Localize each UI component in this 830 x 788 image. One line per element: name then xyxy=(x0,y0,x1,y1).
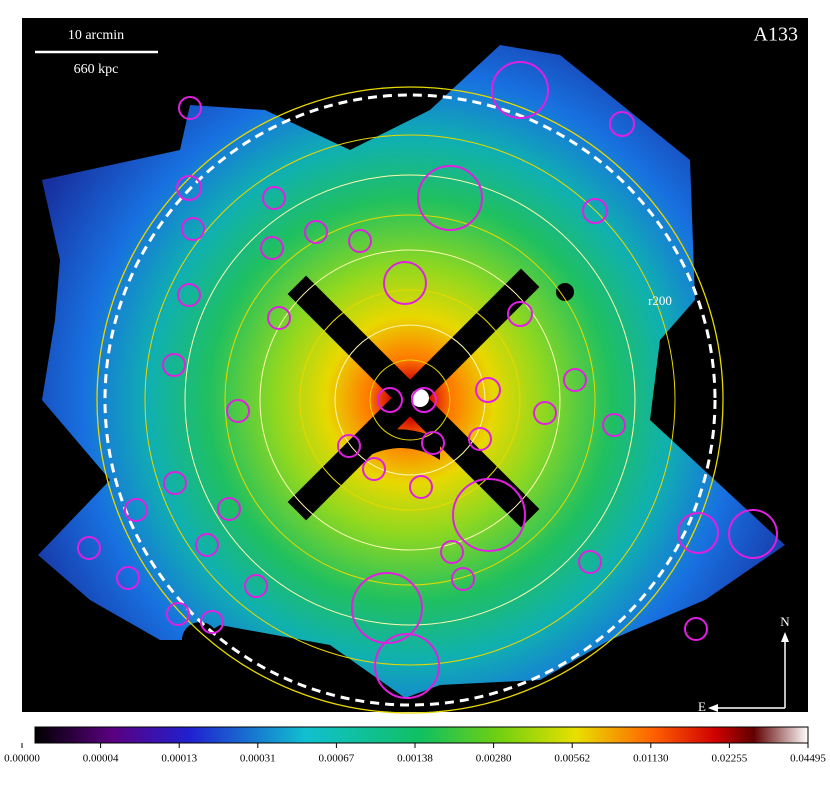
east-label: E xyxy=(698,699,706,714)
source-region xyxy=(304,220,328,244)
source-region xyxy=(337,434,361,458)
source-region xyxy=(260,236,284,260)
source-region xyxy=(162,353,186,377)
source-region xyxy=(374,633,440,699)
source-region xyxy=(181,217,205,241)
source-region xyxy=(124,498,148,522)
source-region xyxy=(533,401,557,425)
source-region xyxy=(362,457,386,481)
source-region xyxy=(421,431,445,455)
source-region xyxy=(578,550,602,574)
source-region xyxy=(507,301,533,327)
colorbar-tick-label: 0.02255 xyxy=(712,753,748,765)
source-region xyxy=(116,566,140,590)
source-region xyxy=(351,572,423,644)
source-region xyxy=(348,229,372,253)
annulus xyxy=(299,289,521,511)
r200-circle xyxy=(103,93,717,707)
source-region xyxy=(468,427,492,451)
source-region xyxy=(409,475,433,499)
north-label: N xyxy=(780,614,790,629)
core xyxy=(411,389,429,407)
colorbar-tick-label: 0.00562 xyxy=(554,753,590,765)
north-arrowhead xyxy=(781,632,789,642)
source-region xyxy=(166,602,190,626)
source-region xyxy=(491,61,549,119)
source-region xyxy=(452,478,526,552)
source-region xyxy=(267,306,291,330)
source-region xyxy=(609,111,635,137)
annuli xyxy=(144,134,676,666)
outer-circle xyxy=(96,86,724,714)
east-arrowhead xyxy=(708,704,718,712)
colorbar-tick-label: 0.00000 xyxy=(4,753,40,765)
colorbar xyxy=(34,726,809,744)
source-region xyxy=(226,399,250,423)
source-region xyxy=(176,175,202,201)
source-region xyxy=(475,377,501,403)
source-region xyxy=(77,536,101,560)
source-region xyxy=(440,540,464,564)
source-region xyxy=(451,567,475,591)
colorbar-tick-label: 0.00031 xyxy=(240,753,276,765)
annulus xyxy=(184,174,636,626)
source-region xyxy=(383,261,427,305)
annulus xyxy=(259,249,561,551)
annulus xyxy=(334,324,486,476)
source-region xyxy=(217,497,241,521)
colorbar-ticks: 0.00000 0.00004 0.00013 0.00031 0.00067 0.001… xyxy=(4,743,826,765)
colorbar-tick-label: 0.01130 xyxy=(633,753,669,765)
source-region xyxy=(244,574,268,598)
annulus xyxy=(144,134,676,666)
annulus xyxy=(224,214,596,586)
source-region xyxy=(177,283,201,307)
source-region xyxy=(377,387,403,413)
source-region xyxy=(728,509,778,559)
source-region xyxy=(262,186,286,210)
source-region xyxy=(200,610,224,634)
point-sources xyxy=(77,61,778,699)
colorbar-tick-label: 0.00280 xyxy=(476,753,512,765)
source-region xyxy=(411,387,437,413)
source-region xyxy=(417,165,483,231)
source-region xyxy=(195,533,219,557)
radius-label: r200 xyxy=(648,293,672,308)
scale-physical: 660 kpc xyxy=(74,62,119,77)
source-region xyxy=(684,617,708,641)
colorbar-tick-label: 0.04495 xyxy=(790,753,826,765)
source-region xyxy=(677,512,719,554)
source-region xyxy=(163,471,187,495)
scale-angular: 10 arcmin xyxy=(68,28,124,43)
mosaic xyxy=(38,45,785,698)
colorbar-tick-label: 0.00138 xyxy=(397,753,433,765)
colorbar-tick-label: 0.00004 xyxy=(83,753,119,765)
source-region xyxy=(602,413,626,437)
annulus xyxy=(369,359,451,441)
cluster-label: A133 xyxy=(754,24,798,46)
source-region xyxy=(563,368,587,392)
source-region xyxy=(178,96,202,120)
colorbar-tick-label: 0.00013 xyxy=(161,753,197,765)
source-region xyxy=(582,198,608,224)
colorbar-tick-label: 0.00067 xyxy=(319,753,355,765)
